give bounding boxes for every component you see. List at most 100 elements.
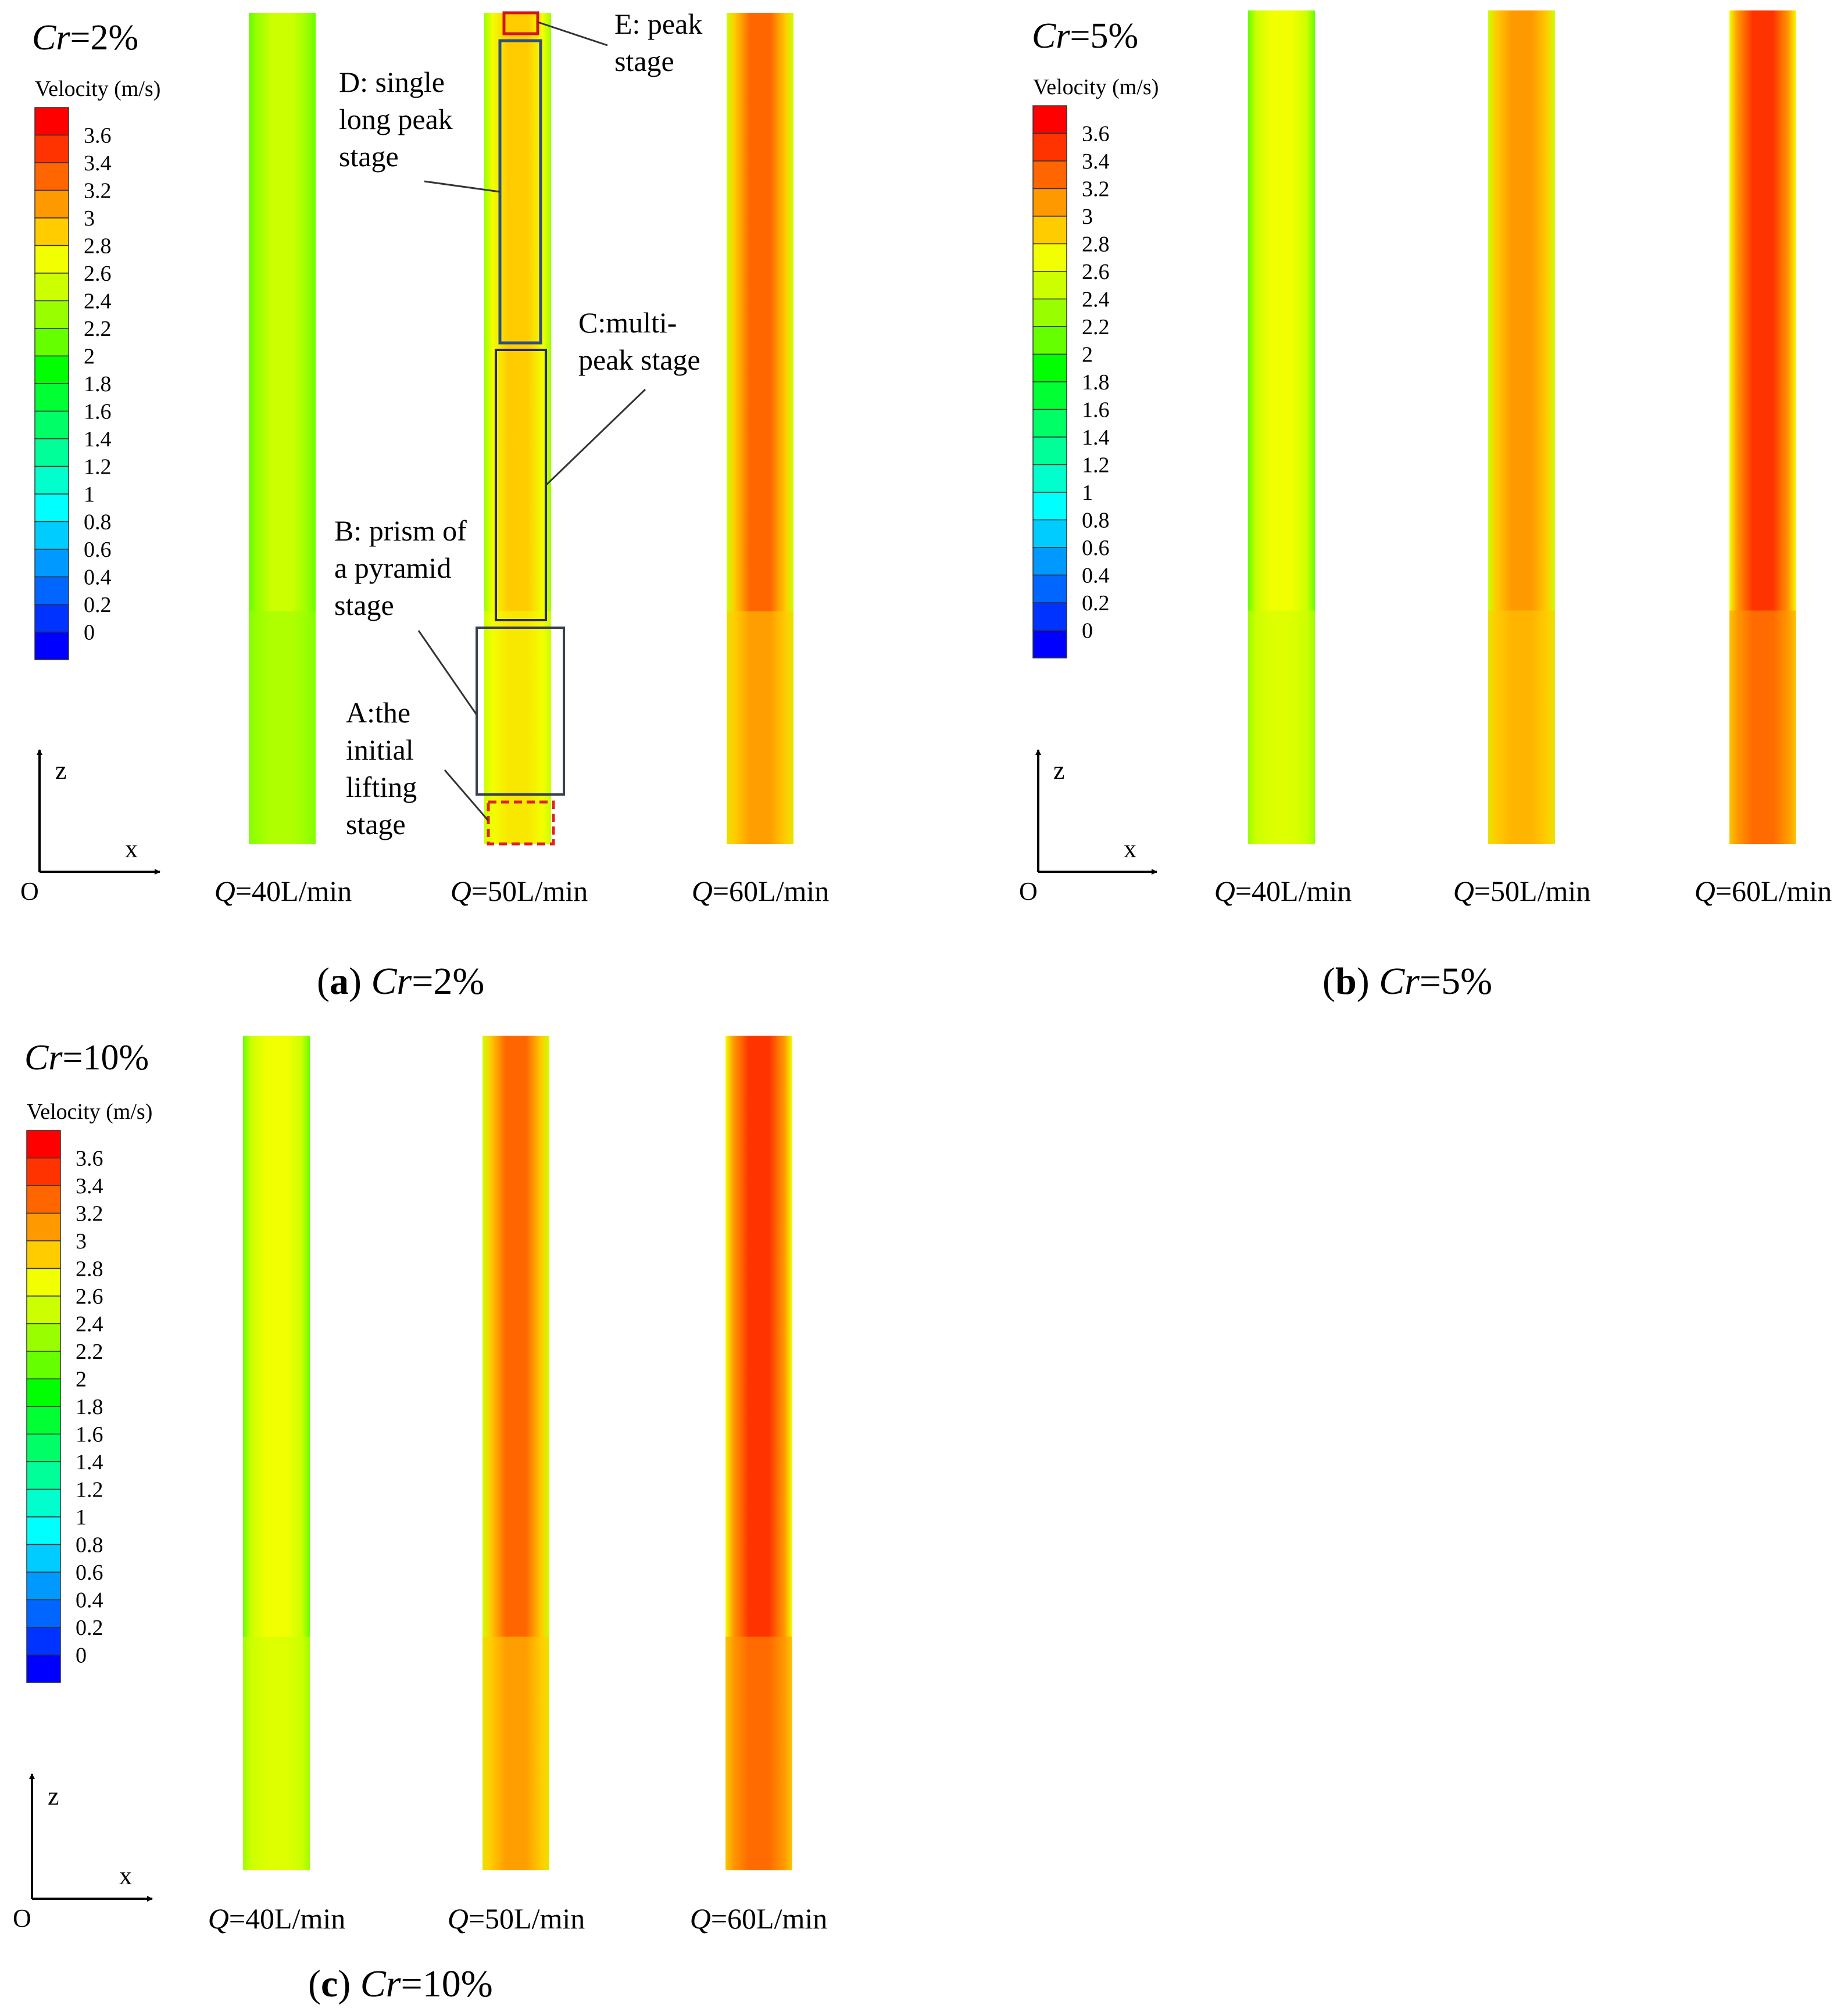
legend-tick-label: 1.6 [1082,398,1110,423]
legend-swatch [26,1654,61,1683]
legend-tick-label: 3.6 [76,1147,103,1171]
legend-swatch [34,410,69,439]
legend-tick-label: 2.8 [84,234,112,259]
legend-tick-label: 0.2 [1082,591,1110,615]
x-axis-label: x [1124,835,1136,863]
pipe-b-q50 [1488,10,1555,844]
z-axis-label: z [48,1782,59,1810]
legend-swatch [34,631,69,660]
pipe-lower-region [1248,610,1315,844]
panel-a-caption: (a) Cr=2% [317,960,484,1003]
legend-swatch [1032,602,1067,631]
legend-swatch [26,1544,61,1573]
legend-swatch [26,1572,61,1601]
axis-indicator-b: z x O [1019,749,1157,906]
legend-swatch [1032,160,1067,189]
legend-tick-label: 1.2 [84,455,112,479]
stage-a-box [487,800,555,846]
velocity-legend-b: Velocity (m/s) 3.6 3.4 3.2 3 2.8 2.6 2.4 2.2 2 1.8… [1032,75,1159,658]
stage-a-leader [444,770,489,821]
legend-tick-label: 2.6 [84,262,112,286]
legend-swatch [26,1406,61,1435]
pipe-lower-region [1488,610,1555,844]
pipe-c-q40 [243,1036,310,1870]
legend-swatch [1032,133,1067,162]
legend-tick-label: 2.2 [76,1340,103,1364]
legend-swatch [1032,105,1067,134]
legend-tick-label: 3.4 [84,151,112,176]
legend-tick-label: 1 [84,482,95,507]
legend-swatch [26,1627,61,1656]
legend-tick-label: 1.2 [1082,453,1110,478]
legend-tick-label: 1.8 [1082,370,1110,395]
legend-tick-label: 2.8 [1082,232,1110,257]
legend-tick-label: 0.8 [84,510,112,535]
legend-swatch [1032,188,1067,217]
legend-swatch [1032,547,1067,576]
legend-tick-label: 0.2 [76,1616,103,1640]
origin-label: O [13,1904,31,1932]
legend-tick-label: 1.2 [76,1478,103,1502]
legend-tick-label: 3.4 [76,1174,103,1198]
x-axis-label: x [119,1862,132,1890]
legend-swatch [34,383,69,412]
q-label-b-60: Q=60L/min [1695,875,1832,907]
legend-tick-label: 0.6 [84,538,112,562]
q-label-a-40: Q=40L/min [215,875,352,907]
pipe-lower-region [725,1636,792,1870]
legend-tick-label: 0.6 [1082,536,1110,560]
panel-a: Cr=2% Velocity (m/s) 3.6 3.4 3.2 3 2.8 2.6 2.4 2… [20,8,829,1003]
legend-tick-label: 1.8 [76,1395,103,1419]
legend-swatch [34,107,69,136]
stage-e-leader [537,21,608,46]
legend-swatch [1032,216,1067,245]
legend-swatch [1032,381,1067,410]
panel-c-title: Cr=10% [24,1038,149,1078]
legend-tick-label: 0.8 [1082,509,1110,533]
legend-tick-label: 1.4 [1082,425,1110,450]
legend-tick-label: 3 [76,1229,87,1254]
pipe-lower-region [249,611,316,844]
legend-tick-label: 1.8 [84,372,112,396]
pipe-lower-region [482,1636,549,1870]
pipe-b-q60 [1729,10,1796,844]
legend-tick-label: 0.2 [84,593,112,617]
x-axis-label: x [125,835,138,863]
origin-label: O [20,877,39,906]
legend-swatch [26,1378,61,1407]
legend-swatch [34,245,69,274]
pipe-lower-region [243,1636,310,1870]
legend-swatch [34,328,69,357]
legend-tick-label: 3.4 [1082,149,1110,174]
legend-tick-label: 3.2 [84,179,112,203]
stage-d-leader [424,180,501,193]
legend-swatch [26,1295,61,1325]
z-axis-label: z [55,756,67,785]
legend-swatch [26,1433,61,1462]
axis-indicator-c: z x O [13,1773,153,1932]
legend-tick-label: 0.4 [1082,564,1110,588]
stage-d-label: D: single long peak stage [339,66,453,173]
legend-swatch [1032,326,1067,355]
pipe-a-q60 [727,13,793,844]
legend-tick-label: 3 [1082,205,1093,229]
legend-swatch [1032,298,1067,327]
legend-swatch [1032,271,1067,300]
q-label-c-40: Q=40L/min [208,1902,346,1935]
legend-title: Velocity (m/s) [27,1100,152,1124]
legend-swatch [26,1516,61,1545]
panel-c-caption: (c) Cr=10% [308,1963,493,2005]
legend-swatch [26,1268,61,1297]
legend-tick-label: 3 [84,206,95,231]
q-label-c-60: Q=60L/min [690,1902,828,1935]
legend-swatch [34,189,69,219]
panel-c: Cr=10% Velocity (m/s) 3.6 3.4 3.2 3 2.82.6 2.4… [13,1036,827,2005]
legend-swatch [1032,464,1067,493]
q-label-c-50: Q=50L/min [448,1902,585,1935]
stage-b-leader [417,630,478,715]
legend-tick-label: 1.4 [84,427,112,452]
legend-swatch [26,1240,61,1269]
panel-b: Cr=5% Velocity (m/s) 3.6 3.4 3.2 3 2.8 2.6 2.4 2… [1019,10,1832,1003]
legend-swatch [1032,243,1067,272]
